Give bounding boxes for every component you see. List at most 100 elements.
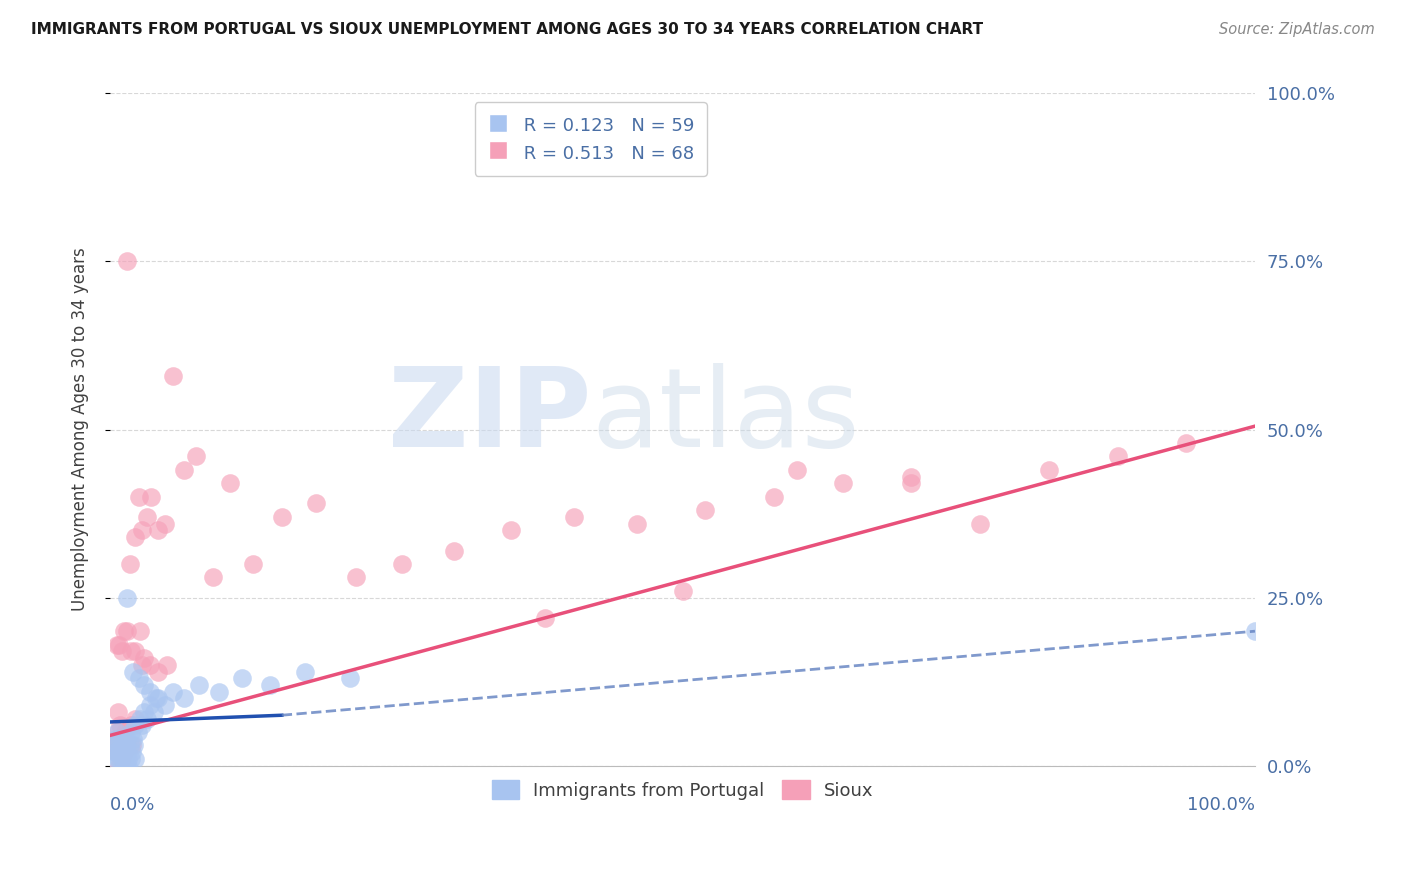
Point <box>259 678 281 692</box>
Point <box>108 739 131 753</box>
Point <box>344 570 367 584</box>
Point <box>173 463 195 477</box>
Point <box>115 739 138 753</box>
Point <box>134 705 156 719</box>
Point <box>112 739 135 753</box>
Point <box>110 731 132 746</box>
Point <box>134 678 156 692</box>
Point <box>120 752 142 766</box>
Point <box>114 752 136 766</box>
Point <box>900 476 922 491</box>
Point <box>110 752 132 766</box>
Point <box>104 752 127 766</box>
Point <box>145 691 167 706</box>
Point <box>671 583 693 598</box>
Text: ZIP: ZIP <box>388 362 591 469</box>
Legend: Immigrants from Portugal, Sioux: Immigrants from Portugal, Sioux <box>484 773 880 807</box>
Point <box>202 570 225 584</box>
Point <box>124 530 146 544</box>
Point <box>153 516 176 531</box>
Point <box>110 644 132 658</box>
Point <box>105 725 128 739</box>
Point <box>107 752 129 766</box>
Point <box>153 698 176 713</box>
Point <box>763 490 786 504</box>
Point <box>112 752 135 766</box>
Point <box>104 745 127 759</box>
Point <box>104 745 127 759</box>
Text: atlas: atlas <box>591 362 859 469</box>
Point <box>391 557 413 571</box>
Point <box>110 752 132 766</box>
Point <box>114 725 136 739</box>
Point <box>128 490 150 504</box>
Point <box>184 450 207 464</box>
Point <box>231 671 253 685</box>
Point <box>1107 450 1129 464</box>
Point <box>499 524 522 538</box>
Point <box>146 524 169 538</box>
Text: 100.0%: 100.0% <box>1187 796 1256 814</box>
Point <box>124 712 146 726</box>
Point <box>104 739 127 753</box>
Point <box>110 745 132 759</box>
Point <box>120 644 142 658</box>
Point <box>534 611 557 625</box>
Point <box>111 731 134 746</box>
Point <box>188 678 211 692</box>
Point <box>131 718 153 732</box>
Point <box>115 758 138 772</box>
Text: IMMIGRANTS FROM PORTUGAL VS SIOUX UNEMPLOYMENT AMONG AGES 30 TO 34 YEARS CORRELA: IMMIGRANTS FROM PORTUGAL VS SIOUX UNEMPL… <box>31 22 983 37</box>
Point <box>294 665 316 679</box>
Point <box>112 745 135 759</box>
Point <box>112 745 135 759</box>
Point <box>695 503 717 517</box>
Point <box>117 745 139 759</box>
Point <box>219 476 242 491</box>
Point <box>110 745 132 759</box>
Point <box>107 705 129 719</box>
Point <box>107 739 129 753</box>
Point <box>118 557 141 571</box>
Point <box>122 731 145 746</box>
Point <box>131 657 153 672</box>
Point <box>124 644 146 658</box>
Point <box>1175 436 1198 450</box>
Point <box>114 745 136 759</box>
Point <box>110 739 132 753</box>
Point <box>110 752 132 766</box>
Point <box>139 684 162 698</box>
Point <box>562 509 585 524</box>
Point <box>122 739 145 753</box>
Point <box>900 469 922 483</box>
Point <box>1244 624 1267 639</box>
Point <box>173 691 195 706</box>
Point <box>117 591 139 605</box>
Point <box>120 725 142 739</box>
Point <box>108 745 131 759</box>
Point <box>135 509 157 524</box>
Point <box>104 731 127 746</box>
Point <box>128 712 150 726</box>
Point <box>108 638 131 652</box>
Point <box>105 638 128 652</box>
Point <box>305 496 328 510</box>
Point <box>969 516 991 531</box>
Point <box>108 731 131 746</box>
Point <box>121 739 143 753</box>
Point <box>339 671 361 685</box>
Point <box>110 718 132 732</box>
Point <box>146 665 169 679</box>
Point <box>1038 463 1060 477</box>
Point <box>139 657 162 672</box>
Point <box>103 739 125 753</box>
Point <box>131 524 153 538</box>
Point <box>135 712 157 726</box>
Point <box>146 691 169 706</box>
Point <box>105 745 128 759</box>
Point <box>141 490 163 504</box>
Point <box>117 739 139 753</box>
Point <box>270 509 292 524</box>
Point <box>117 254 139 268</box>
Text: Source: ZipAtlas.com: Source: ZipAtlas.com <box>1219 22 1375 37</box>
